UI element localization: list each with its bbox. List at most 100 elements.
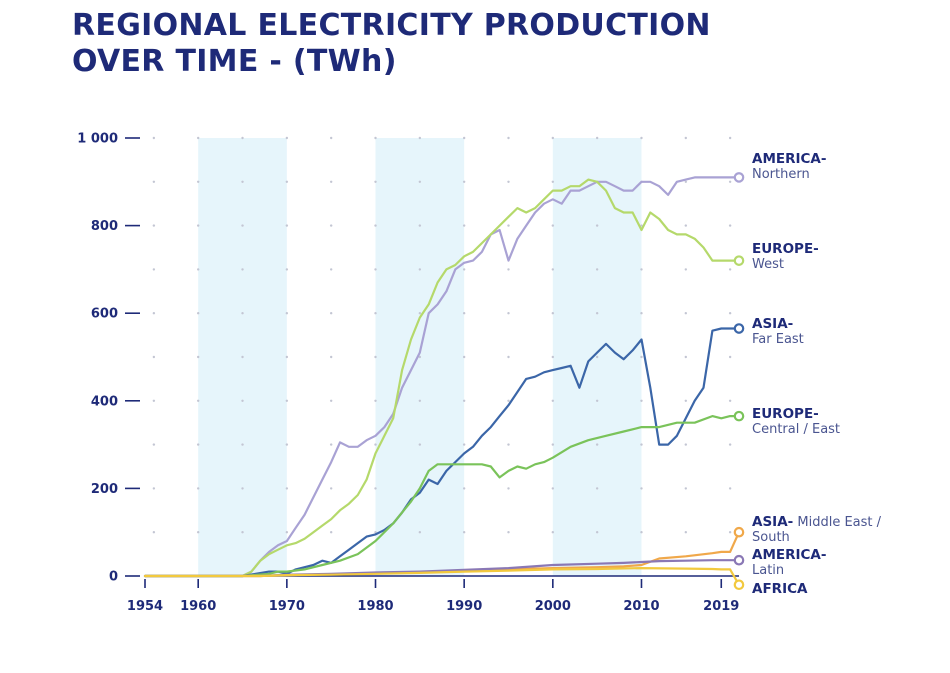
grid-dot: [640, 312, 643, 315]
x-tick-label-1970: 1970: [269, 599, 305, 614]
series-line-1: [143, 178, 741, 578]
grid-dot: [285, 268, 289, 271]
grid-dot: [551, 487, 555, 490]
grid-dot: [374, 443, 377, 446]
grid-dot: [595, 312, 599, 315]
grid-dot: [418, 443, 422, 446]
grid-dot: [507, 268, 510, 271]
grid-dot: [728, 224, 732, 227]
grid-dot: [507, 399, 510, 402]
grid-dot: [285, 180, 289, 183]
grid-dot: [418, 399, 422, 402]
grid-dot: [418, 136, 422, 140]
grid-dot: [507, 312, 510, 315]
series-label-2: ASIA-Far East: [752, 316, 804, 347]
grid-dot: [329, 487, 333, 490]
grid-dot: [152, 531, 156, 534]
y-tick-label-1000: 1 000: [77, 132, 118, 147]
grid-dot: [507, 443, 510, 446]
series-label-main: ASIA: [752, 514, 788, 530]
grid-dot: [374, 224, 377, 227]
grid-dot: [285, 312, 289, 315]
grid-dot: [152, 487, 156, 490]
grid-dot: [152, 443, 156, 446]
grid-dot: [374, 180, 377, 183]
grid-dot: [241, 355, 244, 359]
series-end-marker-6: [733, 579, 745, 591]
grid-dot: [241, 399, 244, 402]
grid-dot: [462, 136, 466, 140]
grid-dot: [507, 224, 510, 227]
grid-dot: [152, 136, 156, 140]
grid-dot: [152, 224, 156, 227]
grid-dot: [374, 487, 377, 490]
series-label-main: ASIA: [752, 316, 788, 332]
series-label-6: AFRICA: [752, 581, 808, 597]
series-label-main: EUROPE: [752, 241, 813, 257]
grid-dot: [507, 180, 510, 183]
grid-dot: [595, 531, 599, 534]
y-tick-label-400: 400: [91, 394, 118, 409]
grid-dot: [329, 312, 333, 315]
grid-dot: [196, 268, 200, 271]
grid-dot: [640, 355, 643, 359]
grid-dot: [507, 136, 510, 140]
grid-dot: [285, 399, 289, 402]
grid-dot: [551, 180, 555, 183]
series-label-sub: Far East: [752, 332, 804, 347]
grid-dots: [152, 136, 732, 534]
grid-dot: [374, 399, 377, 402]
grid-dot: [595, 268, 599, 271]
grid-dot: [374, 268, 377, 271]
grid-dot: [329, 355, 333, 359]
grid-dot: [551, 443, 555, 446]
series-label-sub: West: [752, 257, 784, 272]
grid-dot: [241, 268, 244, 271]
series-label-sub: Northern: [752, 167, 810, 182]
grid-dot: [329, 443, 333, 446]
grid-dot: [329, 268, 333, 271]
series-line-3: [143, 415, 741, 578]
grid-dot: [462, 268, 466, 271]
grid-dot: [551, 268, 555, 271]
series-label-3: EUROPE-Central / East: [752, 406, 840, 437]
grid-dot: [595, 443, 599, 446]
grid-dot: [728, 312, 732, 315]
grid-dot: [595, 224, 599, 227]
grid-dot: [507, 531, 510, 534]
grid-dot: [196, 487, 200, 490]
grid-dot: [595, 355, 599, 359]
grid-dot: [462, 487, 466, 490]
grid-dot: [374, 355, 377, 359]
grid-dot: [241, 224, 244, 227]
chart-title-line-2: OVER TIME - (TWh): [72, 44, 397, 79]
grid-dot: [418, 224, 422, 227]
grid-dot: [462, 399, 466, 402]
grid-dot: [196, 443, 200, 446]
grid-dot: [241, 136, 244, 140]
grid-dot: [728, 399, 732, 402]
series-end-marker-2: [733, 323, 745, 334]
x-tick-label-2019: 2019: [703, 599, 739, 614]
grid-dot: [285, 136, 289, 140]
y-tick-label-200: 200: [91, 482, 118, 497]
grid-dot: [152, 399, 156, 402]
series-label-0: AMERICA-Northern: [752, 151, 827, 182]
grid-dot: [196, 136, 200, 140]
series-label-main: EUROPE: [752, 406, 813, 422]
x-tick-label-1980: 1980: [357, 599, 393, 614]
grid-dot: [551, 224, 555, 227]
chart-title: REGIONAL ELECTRICITY PRODUCTION OVER TIM…: [72, 8, 711, 80]
grid-dot: [329, 136, 333, 140]
grid-dot: [640, 399, 643, 402]
y-tick-label-0: 0: [109, 570, 118, 585]
grid-dot: [418, 268, 422, 271]
grid-dot: [640, 443, 643, 446]
grid-dot: [462, 531, 466, 534]
series-end-marker-5: [733, 554, 745, 566]
grid-dot: [285, 355, 289, 359]
grid-dot: [196, 531, 200, 534]
grid-dot: [684, 312, 688, 315]
series-label-sub: Central / East: [752, 422, 840, 437]
